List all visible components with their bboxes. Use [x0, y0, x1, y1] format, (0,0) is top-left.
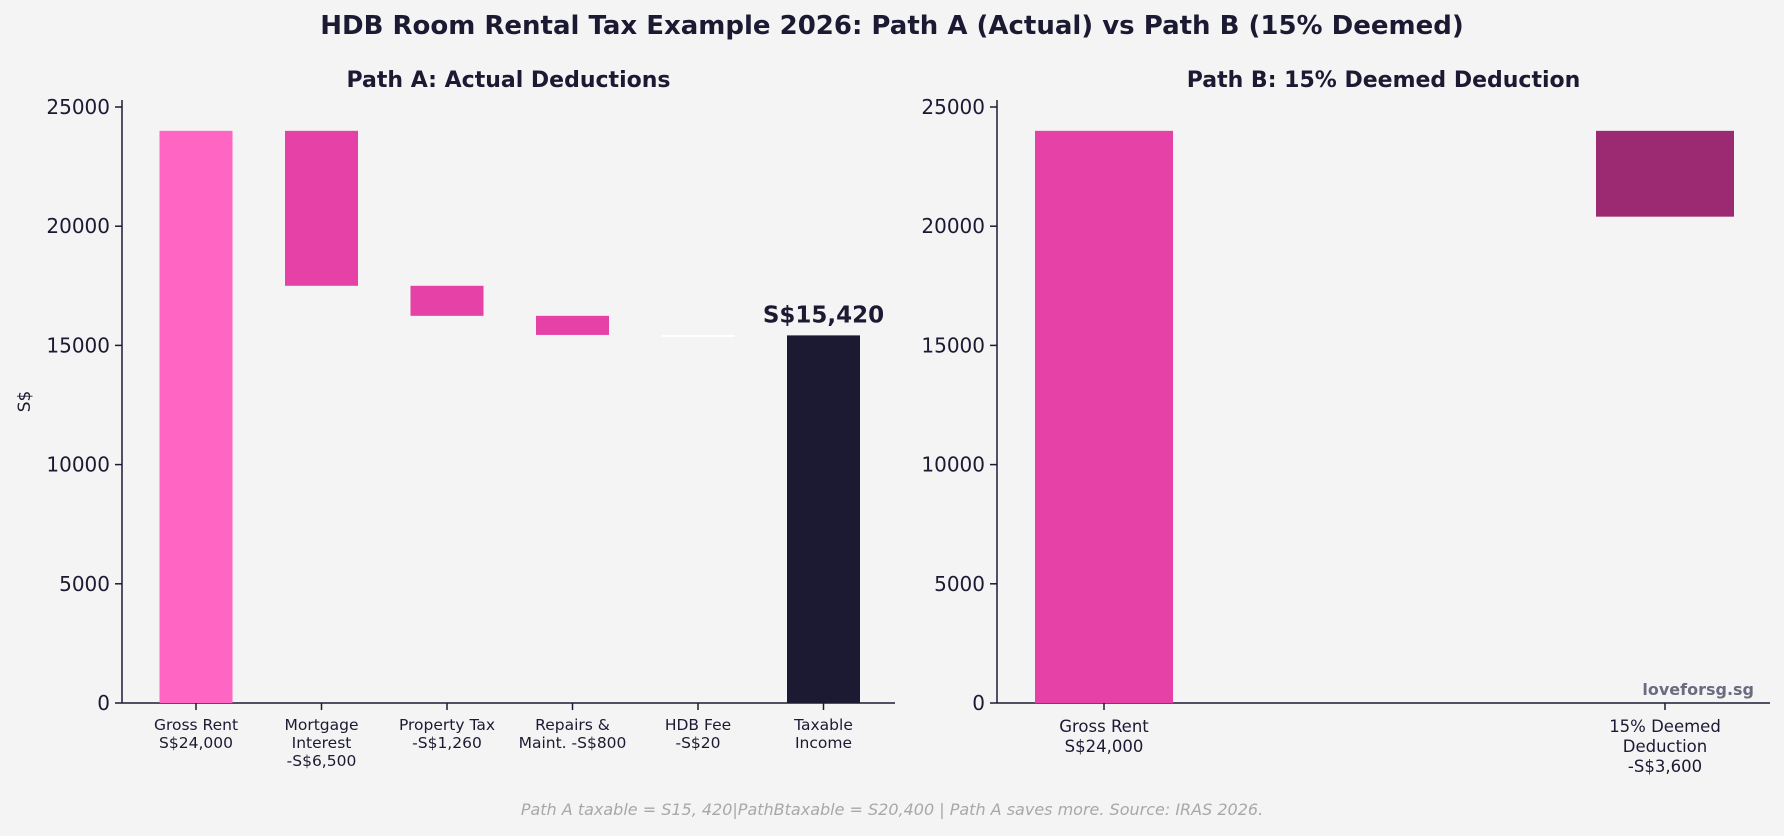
- figure-title: HDB Room Rental Tax Example 2026: Path A…: [320, 11, 1463, 41]
- figure-footer: Path A taxable = S15, 420|PathBtaxable =…: [521, 800, 1263, 819]
- path-a-bar-5: [787, 335, 860, 703]
- path-a-ytick-label: 15000: [46, 333, 110, 357]
- path-b-ytick-label: 25000: [921, 95, 985, 119]
- path-b-bar-1: [1596, 130, 1734, 217]
- path-a-ytick-label: 5000: [59, 572, 110, 596]
- path-a-xtick-label-3: Repairs & Maint. -S$800: [519, 716, 627, 752]
- path-a-ytick-label: 25000: [46, 95, 110, 119]
- path-b-ytick-label: 10000: [921, 453, 985, 477]
- watermark: loveforsg.sg: [1642, 680, 1754, 699]
- path-a-bar-1: [285, 130, 358, 286]
- path-a-bar-0: [159, 130, 233, 704]
- path-b-ytick-label: 20000: [921, 214, 985, 238]
- panel-path-a: Path A: Actual Deductions 0 5000 10000 15000…: [15, 68, 895, 770]
- path-b-ytick-label: 0: [972, 691, 985, 715]
- path-a-bar-3: [536, 315, 609, 335]
- path-b-ytick-label: 5000: [934, 572, 985, 596]
- path-a-data-label: S$15,420: [763, 302, 884, 328]
- path-a-y-axis-label: S$: [15, 391, 35, 413]
- path-a-title: Path A: Actual Deductions: [347, 68, 671, 93]
- path-a-xtick-label-0: Gross Rent S$24,000: [154, 716, 238, 752]
- path-a-ytick-label: 0: [97, 691, 110, 715]
- path-b-xtick-label-0: Gross Rent S$24,000: [1059, 717, 1149, 756]
- path-a-xtick-label-1: Mortgage Interest -S$6,500: [284, 716, 358, 770]
- path-b-ytick-label: 15000: [921, 333, 985, 357]
- path-b-bar-0: [1035, 130, 1173, 704]
- path-b-xtick-label-1: 15% Deemed Deduction -S$3,600: [1609, 717, 1721, 776]
- path-a-xtick-label-2: Property Tax -S$1,260: [399, 716, 495, 752]
- path-b-title: Path B: 15% Deemed Deduction: [1187, 68, 1581, 93]
- path-a-bar-4: [661, 334, 735, 337]
- path-a-ytick-label: 20000: [46, 214, 110, 238]
- panel-path-b: loveforsg.sg Path B: 15% Deemed Deduction…: [921, 68, 1770, 776]
- path-a-bar-2: [410, 285, 484, 316]
- path-a-xtick-label-4: HDB Fee -S$20: [665, 716, 731, 752]
- path-a-xtick-label-5: Taxable Income: [793, 716, 853, 752]
- path-a-ytick-label: 10000: [46, 453, 110, 477]
